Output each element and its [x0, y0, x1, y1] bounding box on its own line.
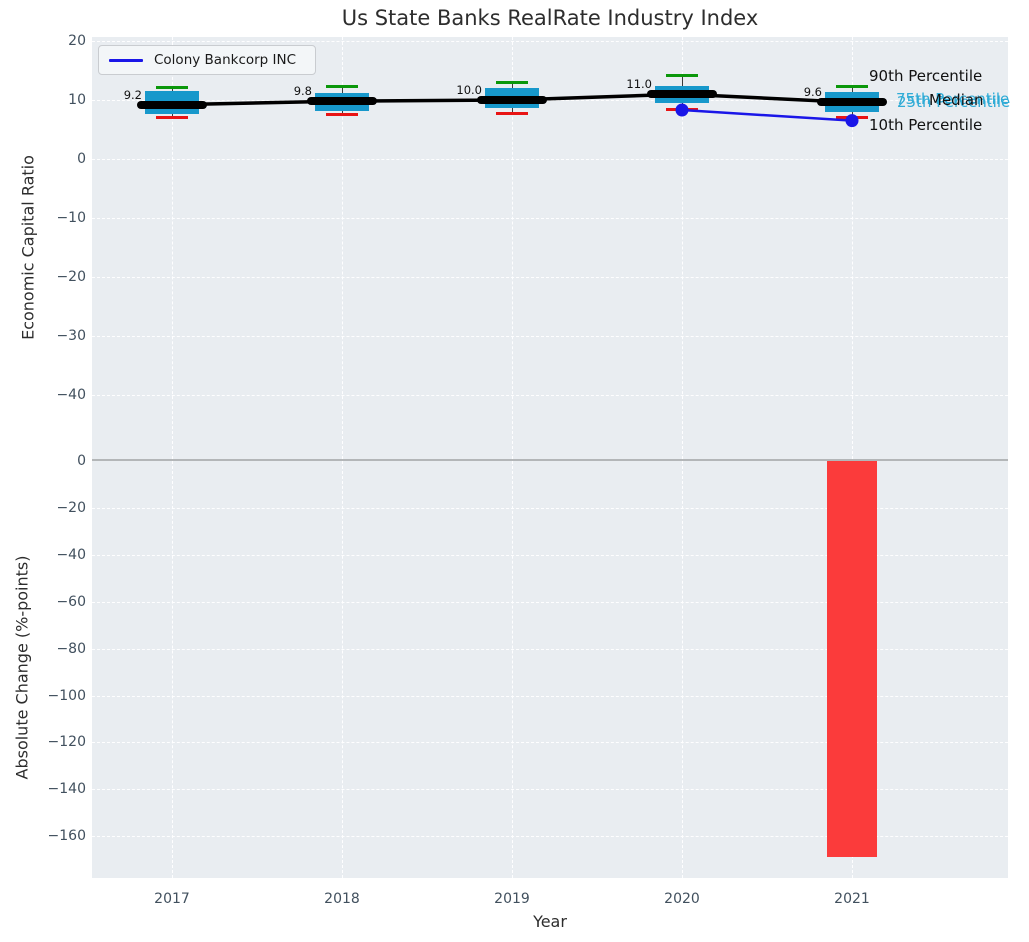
y-tick-label: 0	[77, 151, 86, 167]
median-segment	[647, 90, 717, 99]
annotation-75th-percentile: 75th Percentile	[896, 90, 1010, 108]
horizontal-gridline	[92, 554, 1008, 556]
horizontal-gridline	[92, 648, 1008, 650]
horizontal-gridline	[92, 507, 1008, 509]
annotation-median: Median	[929, 91, 984, 109]
y-tick-label: −20	[56, 269, 86, 285]
vertical-gridline	[852, 37, 853, 878]
horizontal-gridline	[92, 742, 1008, 744]
whisker-cap-10th	[326, 112, 358, 116]
x-tick-label: 2019	[494, 891, 530, 907]
median-segment	[817, 98, 887, 107]
y-tick-label: −20	[56, 499, 86, 516]
vertical-gridline	[342, 37, 343, 878]
vertical-gridline	[682, 37, 683, 878]
zero-baseline	[92, 459, 1008, 461]
y-tick-label: −160	[47, 828, 86, 845]
median-segment	[477, 96, 547, 104]
whisker-cap-10th	[496, 111, 528, 115]
y-tick-label: −80	[56, 640, 86, 657]
whisker-cap-10th	[156, 115, 188, 119]
horizontal-gridline	[92, 159, 1008, 160]
y-tick-label: −40	[56, 546, 86, 563]
median-value-label: 9.8	[293, 84, 312, 99]
chart-title: Us State Banks RealRate Industry Index	[341, 6, 759, 30]
horizontal-gridline	[92, 277, 1008, 278]
legend-line-sample	[109, 58, 143, 62]
vertical-gridline	[172, 37, 173, 878]
x-tick-label: 2021	[834, 891, 870, 907]
horizontal-gridline	[92, 789, 1008, 791]
y-tick-label: 20	[68, 33, 86, 49]
whisker-cap-10th	[836, 116, 868, 120]
whisker-cap-90th	[666, 74, 698, 78]
median-segment	[307, 97, 377, 106]
x-tick-label: 2018	[324, 891, 360, 907]
horizontal-gridline	[92, 601, 1008, 603]
y-tick-label: −30	[56, 328, 86, 344]
y-tick-label: −40	[56, 387, 86, 403]
horizontal-gridline	[92, 41, 1008, 42]
whisker-cap-10th	[666, 108, 698, 112]
median-value-label: 11.0	[626, 77, 652, 92]
top-y-axis-label: Economic Capital Ratio	[18, 155, 38, 340]
legend: Colony Bankcorp INC	[98, 45, 316, 75]
y-tick-label: −120	[47, 734, 86, 751]
change-bar	[827, 461, 877, 858]
whisker-cap-90th	[326, 84, 358, 88]
median-segment	[137, 100, 207, 109]
y-tick-label: −10	[56, 210, 86, 226]
median-value-label: 10.0	[456, 83, 482, 97]
bottom-y-axis-label: Absolute Change (%-points)	[12, 555, 32, 780]
horizontal-gridline	[92, 836, 1008, 838]
x-axis-label: Year	[533, 912, 567, 931]
x-tick-label: 2020	[664, 891, 700, 907]
vertical-gridline	[512, 37, 513, 878]
median-value-label: 9.6	[803, 85, 822, 100]
annotation-25th-percentile: 25th Percentile	[897, 93, 1011, 111]
horizontal-gridline	[92, 695, 1008, 697]
annotation-10th-percentile: 10th Percentile	[869, 116, 983, 134]
median-value-label: 9.2	[123, 87, 142, 102]
y-tick-label: 10	[68, 92, 86, 108]
whisker-cap-90th	[836, 84, 868, 88]
y-tick-label: −60	[56, 593, 86, 610]
y-tick-label: 0	[77, 453, 86, 469]
whisker-cap-90th	[156, 86, 188, 90]
y-tick-label: −140	[47, 781, 86, 798]
horizontal-gridline	[92, 395, 1008, 396]
horizontal-gridline	[92, 218, 1008, 219]
legend-label: Colony Bankcorp INC	[154, 52, 297, 68]
horizontal-gridline	[92, 336, 1008, 337]
x-tick-label: 2017	[154, 891, 190, 907]
annotation-90th-percentile: 90th Percentile	[869, 67, 983, 85]
whisker-cap-90th	[496, 81, 528, 85]
y-tick-label: −100	[47, 687, 86, 704]
